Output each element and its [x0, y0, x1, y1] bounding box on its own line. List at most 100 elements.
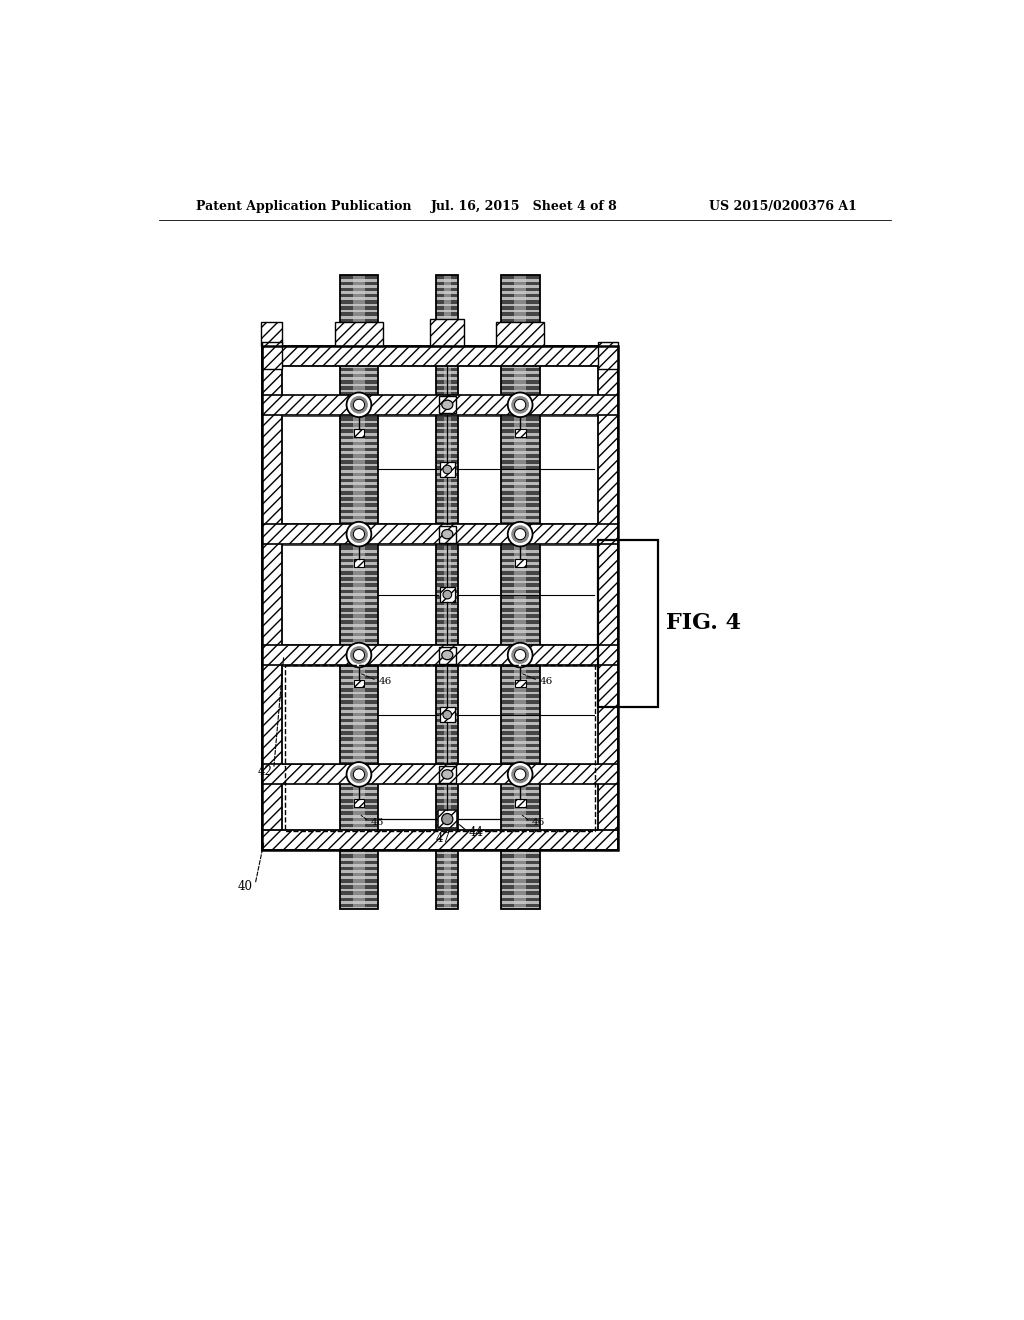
Bar	[436, 620, 458, 624]
Bar	[436, 313, 458, 315]
Bar	[340, 583, 378, 587]
Bar	[340, 288, 378, 292]
Bar	[340, 701, 378, 704]
Bar	[436, 300, 458, 304]
Bar	[340, 362, 378, 366]
Bar	[340, 793, 378, 796]
Text: 46: 46	[378, 677, 391, 686]
Bar	[340, 706, 378, 710]
Bar	[501, 300, 540, 304]
Bar	[353, 429, 365, 437]
Bar	[436, 516, 458, 519]
Bar	[340, 325, 378, 329]
Bar	[501, 313, 540, 315]
Circle shape	[346, 643, 372, 668]
Bar	[340, 350, 378, 352]
Bar	[340, 743, 378, 747]
Bar	[501, 664, 540, 667]
Bar	[340, 614, 378, 618]
Bar	[501, 281, 540, 285]
Bar	[501, 787, 540, 791]
Bar	[501, 510, 540, 513]
Bar	[436, 651, 458, 655]
Bar	[501, 387, 540, 389]
Bar	[436, 350, 458, 352]
Bar	[501, 750, 540, 754]
Bar	[335, 322, 383, 346]
Circle shape	[508, 392, 532, 417]
Bar	[598, 342, 617, 368]
Bar	[340, 461, 378, 463]
Bar	[436, 442, 458, 445]
Bar	[501, 424, 540, 426]
Bar	[340, 540, 378, 544]
Circle shape	[346, 762, 372, 787]
Bar	[501, 614, 540, 618]
Bar	[436, 387, 458, 389]
Bar	[436, 503, 458, 507]
Bar	[262, 346, 283, 850]
Bar	[436, 817, 458, 821]
Bar	[501, 461, 540, 463]
Bar	[501, 565, 540, 569]
Bar	[340, 750, 378, 754]
Bar	[501, 669, 540, 673]
Bar	[436, 417, 458, 421]
Bar	[340, 694, 378, 698]
Bar	[340, 558, 378, 562]
Bar	[340, 503, 378, 507]
Bar	[340, 510, 378, 513]
Bar	[501, 694, 540, 698]
Bar	[262, 830, 617, 850]
Bar	[501, 392, 540, 396]
Circle shape	[346, 392, 372, 417]
Bar	[340, 565, 378, 569]
Bar	[501, 812, 540, 814]
Circle shape	[353, 399, 365, 411]
Bar	[436, 719, 458, 722]
Bar	[436, 577, 458, 581]
Bar	[436, 355, 458, 359]
Bar	[340, 516, 378, 519]
Bar	[436, 682, 458, 685]
Bar	[436, 553, 458, 556]
Text: 46: 46	[371, 818, 384, 828]
Bar	[436, 701, 458, 704]
Bar	[353, 680, 365, 688]
Bar	[436, 750, 458, 754]
Bar	[436, 824, 458, 828]
Bar	[436, 491, 458, 495]
Bar	[340, 535, 378, 537]
Bar	[501, 528, 540, 532]
Bar	[501, 780, 540, 784]
Bar	[340, 479, 378, 482]
Bar	[436, 595, 458, 599]
Bar	[340, 812, 378, 814]
Bar	[439, 587, 455, 602]
Bar	[436, 694, 458, 698]
Bar	[262, 645, 617, 665]
Bar	[340, 842, 378, 846]
Bar	[436, 405, 458, 408]
Bar	[340, 528, 378, 532]
Text: 44: 44	[469, 826, 484, 840]
Bar	[436, 904, 458, 907]
Bar	[436, 521, 458, 525]
Bar	[340, 276, 378, 909]
Bar	[501, 713, 540, 717]
Bar	[340, 854, 378, 858]
Bar	[340, 780, 378, 784]
Bar	[436, 276, 458, 279]
Bar	[340, 762, 378, 766]
Bar	[436, 479, 458, 482]
Bar	[501, 454, 540, 458]
Bar	[340, 688, 378, 692]
Circle shape	[515, 649, 525, 660]
Bar	[501, 306, 540, 310]
Bar	[515, 429, 525, 437]
Bar	[501, 380, 540, 384]
Bar	[340, 849, 378, 851]
Text: 42: 42	[257, 764, 272, 777]
Bar	[436, 331, 458, 334]
Bar	[436, 546, 458, 550]
